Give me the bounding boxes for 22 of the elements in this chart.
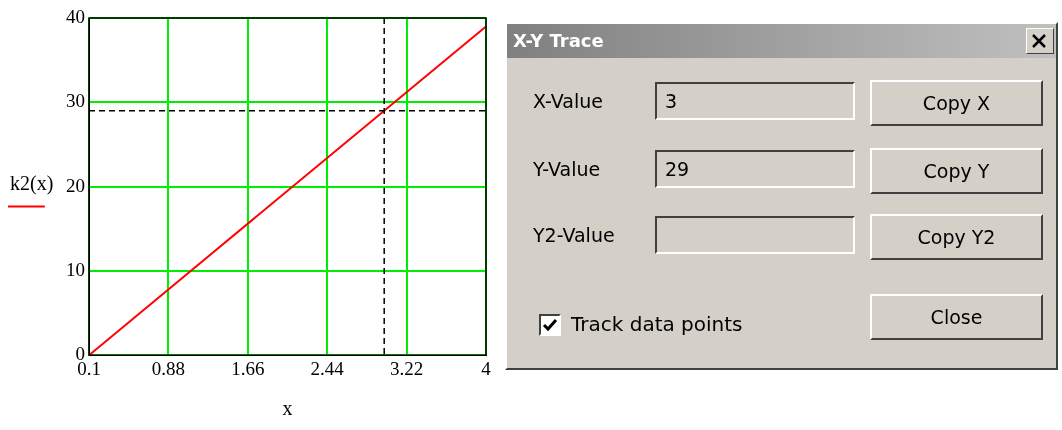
y-tick-label: 30 xyxy=(66,90,85,112)
text: Y2-Value xyxy=(533,224,615,246)
text: Y-Value xyxy=(533,158,601,180)
button: Close xyxy=(870,294,1043,340)
text-field: 3 xyxy=(655,82,855,120)
y-tick-label: 40 xyxy=(66,5,85,27)
y-tick-label: 20 xyxy=(66,174,85,196)
text: Track data points xyxy=(571,312,743,336)
x-tick-label: 0.88 xyxy=(151,357,186,379)
x-axis-title: x xyxy=(282,397,293,420)
text: X-Y Trace xyxy=(507,24,1056,58)
x-tick-label: 3.22 xyxy=(389,357,424,379)
y-axis-title: k2(x) xyxy=(10,171,54,195)
text-field: 29 xyxy=(655,150,855,188)
button: Copy Y xyxy=(870,148,1043,194)
button: Copy Y2 xyxy=(870,214,1043,260)
button: Copy X xyxy=(870,80,1043,126)
x-tick-label: 4 xyxy=(481,357,492,379)
text: X-Value xyxy=(533,90,603,112)
x-tick-label: 2.44 xyxy=(310,357,345,379)
y-tick-label: 10 xyxy=(66,258,85,280)
x-tick-label: 1.66 xyxy=(231,357,265,379)
